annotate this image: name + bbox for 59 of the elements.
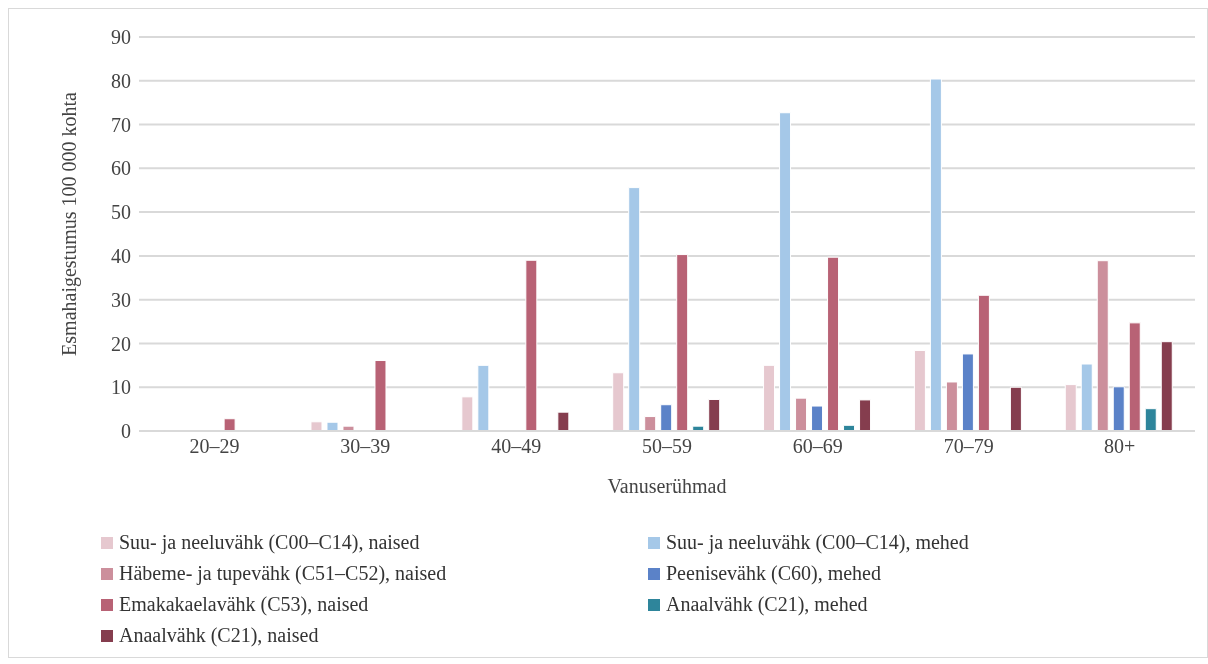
legend-label: Häbeme- ja tupevähk (C51–C52), naised xyxy=(119,562,447,585)
bar xyxy=(929,78,942,431)
bar xyxy=(1080,363,1093,431)
bar xyxy=(326,421,339,431)
bar xyxy=(374,360,387,431)
y-tick-label: 0 xyxy=(121,420,131,443)
x-tick-label: 80+ xyxy=(1103,435,1136,458)
bar xyxy=(811,405,824,431)
y-tick-label: 40 xyxy=(111,244,131,267)
bar xyxy=(676,254,689,431)
legend-label: Anaalvähk (C21), naised xyxy=(119,624,319,647)
y-tick-label: 20 xyxy=(111,332,131,355)
x-tick-label: 20–29 xyxy=(189,435,240,458)
bar xyxy=(1096,260,1109,431)
legend-label: Anaalvähk (C21), mehed xyxy=(666,593,868,616)
bar xyxy=(708,398,721,431)
bar xyxy=(977,294,990,431)
x-axis-title: Vanuserühmad xyxy=(607,475,727,497)
bar xyxy=(557,411,570,431)
legend-label: Suu- ja neeluvähk (C00–C14), naised xyxy=(119,531,420,554)
y-tick-label: 60 xyxy=(111,157,131,180)
bar xyxy=(795,397,808,431)
bar xyxy=(644,416,657,431)
bar xyxy=(1128,322,1141,431)
y-tick-label: 10 xyxy=(111,376,131,399)
y-tick-label: 70 xyxy=(111,113,131,136)
y-axis-title: Esmahaigestumus 100 000 kohta xyxy=(58,91,82,356)
y-tick-label: 90 xyxy=(111,26,131,49)
y-tick-label: 30 xyxy=(111,288,131,311)
legend-label: Suu- ja neeluvähk (C00–C14), mehed xyxy=(666,531,969,554)
bar xyxy=(525,259,538,431)
bar xyxy=(827,256,840,431)
bar xyxy=(913,349,926,431)
bar xyxy=(461,396,474,431)
y-tick-label: 80 xyxy=(111,69,131,92)
bar xyxy=(859,399,872,431)
bar xyxy=(477,364,490,431)
bar xyxy=(763,364,776,431)
bar xyxy=(1009,386,1022,431)
x-tick-label: 60–69 xyxy=(792,435,843,458)
bar xyxy=(1112,386,1125,431)
bar xyxy=(961,353,974,431)
bar xyxy=(945,381,958,431)
legend-label: Emakakaelavähk (C53), naised xyxy=(119,593,369,616)
bar xyxy=(1144,408,1157,431)
bar xyxy=(779,112,792,431)
x-tick-label: 40–49 xyxy=(491,435,542,458)
bar xyxy=(612,372,625,431)
bar xyxy=(310,421,323,431)
legend-label: Peenisevähk (C60), mehed xyxy=(666,562,881,585)
bar xyxy=(628,187,641,431)
bar xyxy=(1064,384,1077,431)
x-tick-label: 30–39 xyxy=(340,435,391,458)
y-tick-label: 50 xyxy=(111,201,131,224)
bar xyxy=(660,404,673,431)
bar xyxy=(223,418,236,431)
bar xyxy=(1160,341,1173,431)
x-tick-label: 50–59 xyxy=(642,435,692,458)
x-tick-label: 70–79 xyxy=(943,435,994,458)
